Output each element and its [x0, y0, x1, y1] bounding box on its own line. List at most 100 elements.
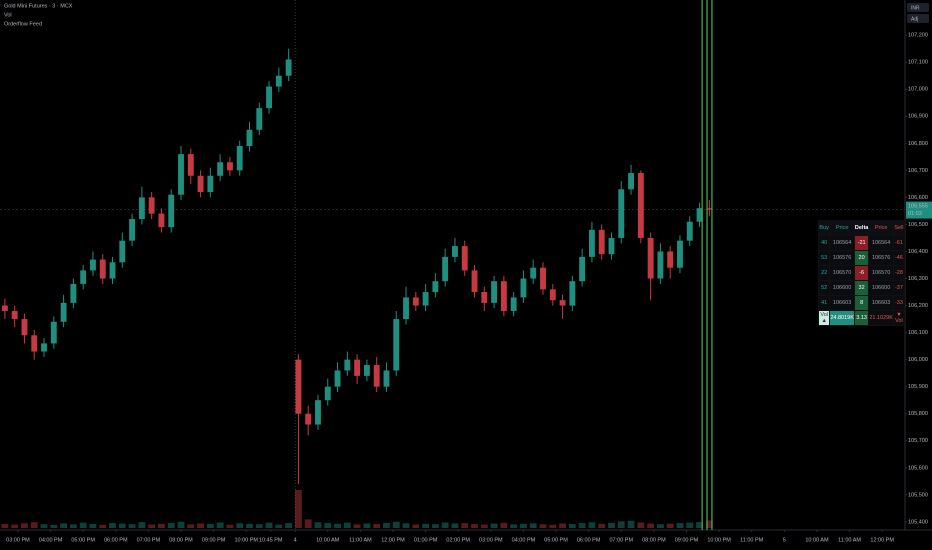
volume-bar — [666, 523, 674, 528]
orderflow-cell: 106576 — [868, 250, 894, 266]
orderflow-cell: -6 — [853, 265, 870, 281]
volume-bar — [294, 490, 302, 528]
candle-body — [60, 302, 67, 322]
candle-body — [187, 154, 194, 176]
orderflow-cell: 106600 — [868, 280, 894, 296]
candle-body — [549, 289, 556, 301]
volume-bar — [627, 520, 635, 528]
volume-bar — [324, 523, 332, 528]
x-tick-label: 4 — [294, 537, 297, 543]
x-tick-label: 12:00 PM — [381, 537, 405, 543]
y-tick-label: 107,100 — [908, 60, 928, 66]
orderflow-row: 40 106564 -21 106564 -61 — [817, 235, 906, 251]
candle-body — [569, 281, 576, 306]
volume-bar — [705, 520, 713, 528]
candle-body — [197, 175, 204, 192]
volume-bar — [490, 523, 498, 528]
y-tick-label: 105,600 — [908, 465, 928, 471]
x-tick-label: 07:00 PM — [137, 537, 161, 543]
indicator-label: Orderflow Feed — [4, 21, 42, 27]
volume-bar — [422, 523, 430, 528]
volume-bar — [275, 524, 283, 528]
volume-bar — [578, 523, 586, 528]
candle-body — [540, 267, 546, 290]
volume-bar — [206, 524, 214, 528]
orderflow-cell: Price — [829, 220, 855, 236]
candle-body — [217, 162, 224, 176]
volume-bar — [353, 524, 361, 528]
candle-body — [90, 259, 96, 271]
price-label: 106,555 — [908, 204, 928, 210]
volume-bar — [598, 523, 606, 528]
volume-bar — [285, 523, 293, 528]
candle-body — [295, 359, 302, 414]
orderflow-cell: 106564 — [868, 235, 894, 251]
price-label-box — [906, 201, 932, 219]
orderflow-cell: -21 — [853, 235, 870, 251]
volume-bar — [431, 524, 439, 528]
toolbar-button[interactable] — [907, 3, 929, 12]
candle-body — [520, 278, 527, 298]
volume-bar — [402, 523, 410, 528]
candle-body — [99, 259, 106, 279]
volume-bar — [412, 524, 420, 528]
volume-bar — [167, 522, 175, 528]
x-tick-label: 01:00 PM — [414, 537, 438, 543]
candle-body — [178, 154, 184, 195]
candle-body — [637, 173, 644, 238]
orderflow-cell: 20 — [853, 250, 870, 266]
x-tick-label: 02:00 PM — [446, 537, 470, 543]
volume-bar — [79, 522, 87, 528]
candle-body — [422, 292, 429, 306]
volume-bar — [50, 524, 58, 528]
orderflow-cell: -61 — [892, 235, 906, 251]
volume-bar — [99, 524, 107, 528]
candle-body — [696, 208, 703, 222]
toolbar-label[interactable]: INR — [911, 5, 920, 11]
orderflow-cell: 106603 — [829, 295, 855, 311]
volume-bar — [451, 523, 459, 528]
x-tick-label: 10:00 AM — [316, 537, 340, 543]
x-tick-label: 05:00 PM — [71, 537, 95, 543]
x-tick-label: 03:00 PM — [6, 537, 30, 543]
orderflow-cell: 24.8019K — [829, 310, 855, 326]
candle-body — [530, 267, 537, 279]
orderflow-cell: 106564 — [829, 235, 855, 251]
candle-body — [618, 189, 625, 238]
volume-bar — [608, 522, 615, 528]
volume-bar — [148, 524, 156, 528]
candle-body — [403, 297, 409, 320]
x-tick-label: 10:00 PM — [707, 537, 731, 543]
volume-bar — [40, 524, 48, 528]
toolbar-button[interactable] — [907, 14, 929, 23]
volume-bar — [158, 523, 165, 528]
orderflow-row: 52 106600 32 106600 -37 — [817, 280, 906, 296]
volume-bar — [1, 523, 9, 528]
orderflow-cell: 8 — [853, 295, 870, 311]
volume-bar — [520, 523, 527, 528]
candle-body — [412, 297, 419, 306]
volume-bar — [236, 523, 244, 528]
toolbar-label[interactable]: Adj — [911, 16, 918, 22]
y-tick-label: 105,700 — [908, 438, 928, 444]
candle-body — [315, 400, 321, 425]
volume-bar — [461, 523, 469, 528]
x-tick-label: 09:00 PM — [202, 537, 226, 543]
x-tick-label: 10:00 PM — [234, 537, 258, 543]
candle-body — [138, 197, 145, 220]
y-tick-label: 107,000 — [908, 87, 928, 93]
orderflow-cell: 40 — [817, 235, 831, 251]
candle-body — [686, 221, 693, 241]
volume-bar — [138, 522, 146, 528]
y-tick-label: 105,500 — [908, 492, 928, 498]
candle-body — [129, 219, 136, 241]
candle-body — [432, 281, 439, 293]
orderflow-cell: 32 — [853, 280, 870, 296]
candle-body — [266, 86, 272, 109]
chart-title: Gold Mini Futures · 3 · MCX — [4, 3, 73, 9]
volume-bar — [637, 522, 645, 528]
volume-bar — [197, 523, 204, 528]
volume-bar — [676, 523, 684, 528]
volume-bar — [363, 523, 371, 528]
